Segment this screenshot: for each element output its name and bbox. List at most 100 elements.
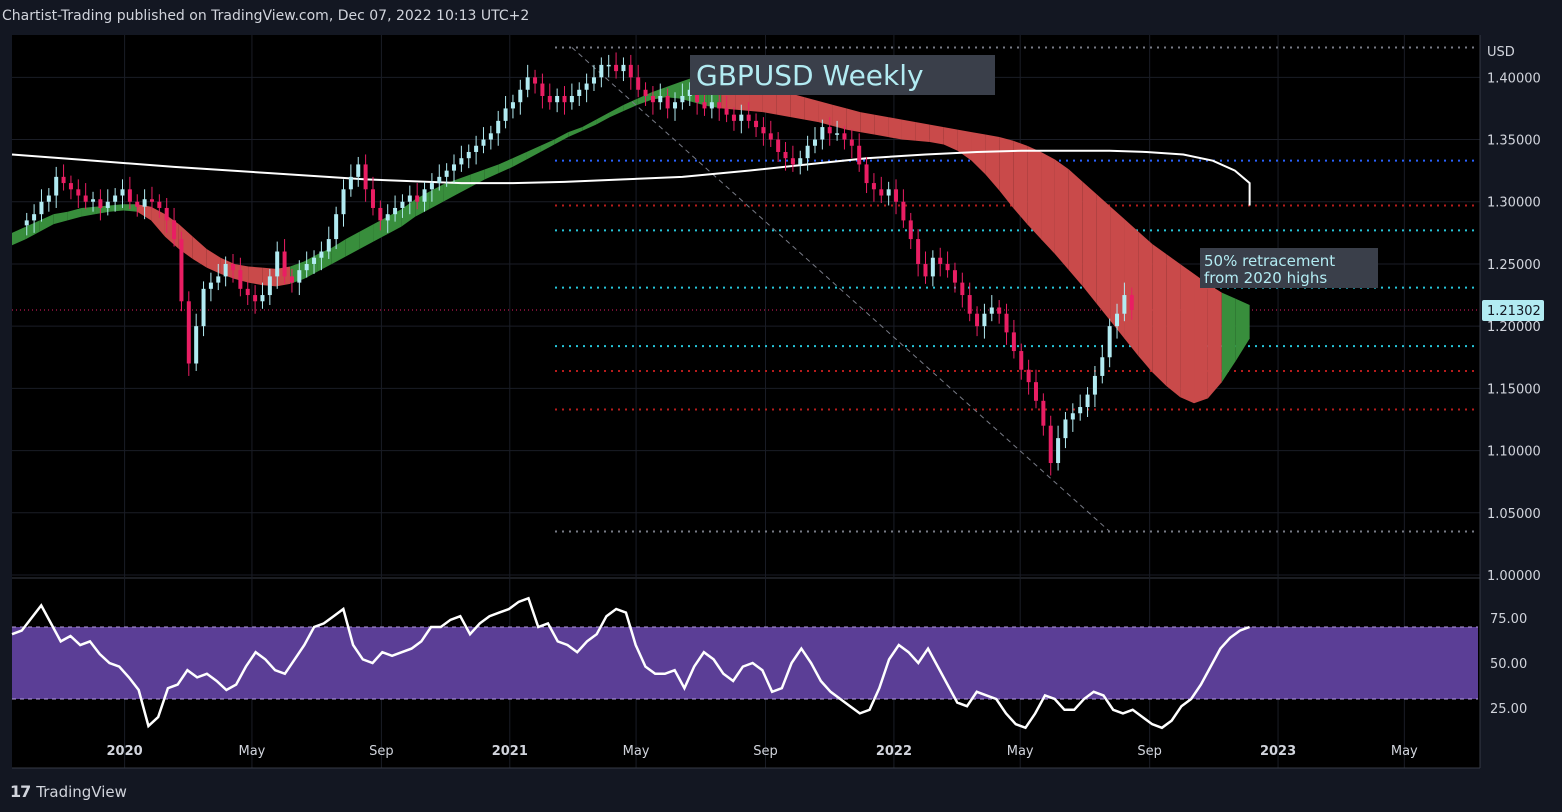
ema-band-segment <box>1041 151 1055 254</box>
candle-body <box>731 114 736 121</box>
candle-body <box>260 295 265 302</box>
ema-band-segment <box>1180 263 1195 404</box>
candle-body <box>636 77 641 90</box>
rsi-band <box>12 627 1478 699</box>
ema-band-segment <box>12 226 26 246</box>
last-price-badge: 1.21302 <box>1482 299 1544 321</box>
candle-body <box>1085 394 1090 408</box>
candle-body <box>842 133 847 140</box>
candle-body <box>857 145 862 165</box>
candle-body <box>503 108 508 121</box>
candle-body <box>83 195 88 202</box>
candle-body <box>201 288 206 327</box>
price-tick-label: 1.15000 <box>1487 382 1541 397</box>
candle-body <box>562 95 567 103</box>
ema-band-segment <box>1166 254 1181 398</box>
candle-body <box>820 127 825 140</box>
chart-title: GBPUSD Weekly <box>696 59 924 92</box>
candle-body <box>680 95 685 103</box>
candle-body <box>429 183 434 190</box>
candle-body <box>142 199 147 207</box>
candle-body <box>54 176 59 196</box>
candle-body <box>930 257 935 277</box>
candle-body <box>407 195 412 202</box>
tradingview-logo[interactable]: 17 TradingView <box>10 782 127 801</box>
ema-band-segment <box>456 174 471 195</box>
candle-body <box>599 64 604 78</box>
rsi-tick-label: 75.00 <box>1490 612 1527 627</box>
candle-body <box>496 120 501 134</box>
candle-body <box>98 199 103 208</box>
candle-body <box>1004 313 1009 333</box>
candle-body <box>466 151 471 159</box>
candle-body <box>289 276 294 283</box>
candle-body <box>223 263 228 277</box>
candle-body <box>952 270 957 283</box>
price-tick-label: 1.40000 <box>1487 71 1541 86</box>
ema-band-segment <box>582 119 597 131</box>
candle-body <box>437 176 442 184</box>
candle-body <box>194 326 199 364</box>
candle-body <box>275 251 280 277</box>
candle-body <box>1092 375 1097 395</box>
ema-band-segment <box>1054 159 1069 271</box>
candle-body <box>1026 369 1031 383</box>
candle-body <box>481 139 486 146</box>
ema-band-segment <box>804 97 819 123</box>
candle-body <box>945 263 950 271</box>
candle-body <box>908 220 913 240</box>
candle-body <box>1063 419 1068 439</box>
candle-body <box>216 276 221 283</box>
time-tick-label: 2020 <box>107 744 143 759</box>
candle-body <box>341 189 346 215</box>
ema-band-segment <box>943 127 958 151</box>
time-axis[interactable]: 2020 May Sep 2021 May Sep 2022 May Sep 2023 May <box>12 744 1480 769</box>
retracement-annotation[interactable]: 50% retracement from 2020 highs <box>1200 248 1378 288</box>
candle-body <box>91 199 96 202</box>
candle-body <box>1041 400 1046 426</box>
candle-body <box>790 158 795 165</box>
candle-body <box>540 83 545 96</box>
time-tick-label: May <box>1007 744 1034 759</box>
candle-body <box>510 102 515 109</box>
ema-band-segment <box>888 117 902 140</box>
ema-band-segment <box>1221 292 1236 383</box>
price-tick-label: 1.20000 <box>1487 320 1541 335</box>
ema-band-segment <box>915 122 930 143</box>
price-axis[interactable]: 1.40000 1.35000 1.30000 1.25000 1.20000 1.150… <box>1479 35 1541 768</box>
time-tick-label: 2022 <box>876 744 912 759</box>
candle-body <box>39 201 44 215</box>
candle-body <box>628 64 633 78</box>
candle-body <box>783 151 788 159</box>
candle-body <box>46 195 51 202</box>
ema-band-segment <box>526 145 541 160</box>
title-box: GBPUSD Weekly <box>690 55 995 95</box>
candle-body <box>76 189 81 196</box>
candle-body <box>105 201 110 208</box>
candle-body <box>120 189 125 196</box>
price-tick-label: 1.35000 <box>1487 134 1541 149</box>
ema-band-segment <box>53 211 68 225</box>
candle-body <box>231 263 236 271</box>
candle-body <box>356 164 361 177</box>
ema-band-segment <box>248 266 263 286</box>
candle-body <box>776 139 781 152</box>
publisher-header: Chartist-Trading published on TradingVie… <box>2 8 530 24</box>
time-tick-label: 2021 <box>492 744 528 759</box>
trendline[interactable] <box>571 47 1110 532</box>
candle-body <box>518 89 523 103</box>
ema-band-segment <box>901 119 916 141</box>
tradingview-logo-icon: 17 <box>10 782 31 801</box>
ema-band-segment <box>554 132 569 145</box>
candle-body <box>533 77 538 84</box>
ema-band-segment <box>999 137 1014 208</box>
candle-body <box>827 127 832 134</box>
candle-body <box>879 189 884 196</box>
ema-band-segment <box>387 209 402 235</box>
candle-body <box>658 95 663 103</box>
ema-band-segment <box>637 92 652 105</box>
currency-label: USD <box>1487 45 1515 60</box>
candle-body <box>673 102 678 109</box>
annotation-line-1: 50% retracement <box>1204 252 1335 270</box>
